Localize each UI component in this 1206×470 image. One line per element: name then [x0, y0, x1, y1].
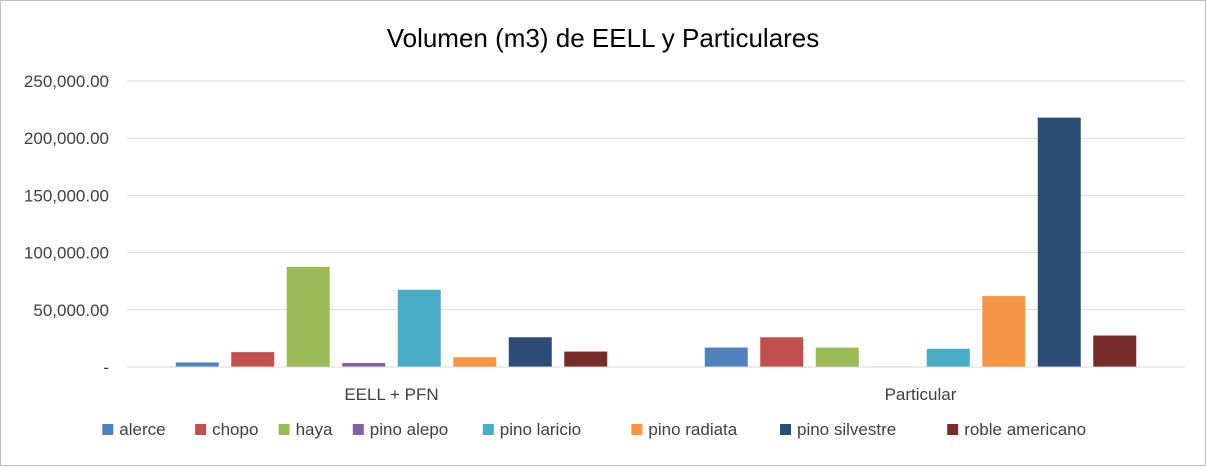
legend-swatch-chopo [195, 424, 207, 435]
y-tick-label: 250,000.00 [24, 72, 109, 91]
bar-roble-americano-0 [564, 351, 608, 367]
bar-haya-1 [815, 347, 859, 367]
legend-label: alerce [119, 420, 165, 439]
legend: alerce chopo haya pino alepo pino laricio pin… [102, 420, 1086, 439]
gridlines [127, 80, 1185, 368]
legend-label: pino alepo [370, 420, 448, 439]
bar-alerce-0 [175, 362, 219, 367]
legend-swatch-pino-alepo [352, 424, 364, 435]
y-tick-label: 50,000.00 [33, 301, 109, 320]
legend-swatch-haya [278, 424, 290, 435]
bar-roble-americano-1 [1093, 335, 1137, 367]
x-tick-label: EELL + PFN [344, 385, 438, 404]
legend-swatch-pino-laricio [482, 424, 494, 435]
y-tick-label: - [103, 358, 109, 377]
bars [175, 117, 1137, 368]
legend-label: pino silvestre [797, 420, 896, 439]
x-tick-label: Particular [885, 385, 957, 404]
bar-pino-radiata-0 [453, 357, 497, 367]
y-axis: - 50,000.00 100,000.00 150,000.00 200,000.00… [24, 72, 109, 377]
bar-alerce-1 [704, 347, 748, 367]
y-tick-label: 200,000.00 [24, 129, 109, 148]
bar-pino-silvestre-1 [1037, 117, 1081, 367]
bar-chopo-1 [760, 337, 804, 367]
bar-pino-laricio-0 [397, 289, 441, 367]
chart-title: Volumen (m3) de EELL y Particulares [387, 23, 820, 53]
legend-swatch-roble-americano [947, 424, 959, 435]
bar-chopo-0 [231, 352, 275, 367]
bar-pino-radiata-1 [982, 296, 1026, 367]
legend-label: roble americano [964, 420, 1086, 439]
bar-haya-0 [286, 266, 330, 367]
y-tick-label: 150,000.00 [24, 186, 109, 205]
legend-swatch-pino-silvestre [780, 424, 791, 435]
y-tick-label: 100,000.00 [24, 244, 109, 263]
x-axis: EELL + PFN Particular [127, 366, 1185, 404]
bar-pino-alepo-0 [342, 362, 386, 367]
legend-swatch-pino-radiata [631, 424, 643, 435]
legend-label: haya [296, 420, 333, 439]
legend-label: pino radiata [648, 420, 737, 439]
bar-pino-laricio-1 [926, 348, 970, 367]
bar-pino-silvestre-0 [508, 337, 552, 367]
legend-swatch-alerce [102, 424, 114, 435]
legend-label: pino laricio [500, 420, 581, 439]
legend-label: chopo [212, 420, 258, 439]
